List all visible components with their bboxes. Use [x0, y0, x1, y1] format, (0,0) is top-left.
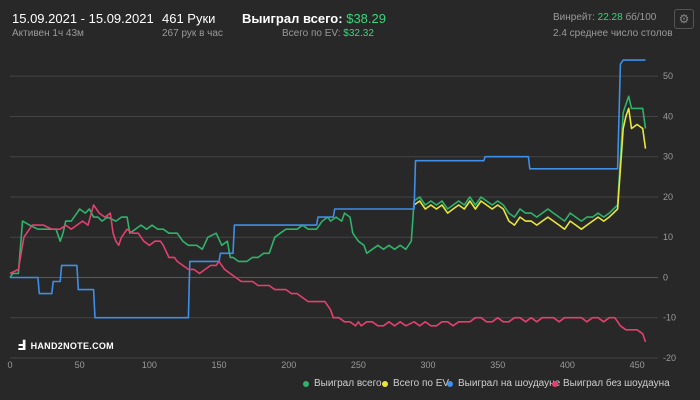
- x-tick-label: 150: [212, 360, 227, 370]
- ev-total-label: Всего по EV:: [282, 28, 341, 39]
- logo-mark-icon: Ⅎ: [17, 338, 27, 354]
- ev-total-value: $32.32: [343, 28, 374, 39]
- ev-total: Всего по EV: $32.32: [282, 28, 374, 39]
- y-tick-label: -10: [663, 313, 676, 323]
- legend-label: Выиграл без шоудауна: [563, 378, 670, 389]
- legend-label: Всего по EV: [393, 378, 450, 389]
- x-tick-label: 0: [7, 360, 12, 370]
- legend-label: Выиграл всего: [314, 378, 382, 389]
- legend-dot: [447, 380, 453, 387]
- x-tick-label: 100: [142, 360, 157, 370]
- won-total: Выиграл всего: $38.29: [242, 11, 386, 26]
- winrate-unit: бб/100: [625, 12, 657, 23]
- y-tick-label: -20: [663, 353, 676, 363]
- x-tick-label: 400: [560, 360, 575, 370]
- series-line-won: [9, 95, 647, 278]
- series-line-non-showdown: [9, 204, 647, 343]
- x-tick-label: 300: [421, 360, 436, 370]
- hands-per-hour: 267 рук в час: [162, 28, 223, 39]
- y-tick-label: 40: [663, 111, 673, 121]
- logo-text: HAND2NOTE.COM: [30, 341, 114, 351]
- legend-dot: [552, 380, 558, 387]
- y-tick-label: 50: [663, 71, 673, 81]
- y-tick-label: 10: [663, 232, 673, 242]
- winrate: Винрейт: 22.28 бб/100: [553, 12, 656, 23]
- legend-dot: [303, 380, 309, 387]
- won-total-label: Выиграл всего:: [242, 11, 343, 26]
- y-tick-label: 0: [663, 272, 668, 282]
- legend-item-ev[interactable]: Всего по EV: [382, 378, 449, 389]
- winrate-label: Винрейт:: [553, 12, 595, 23]
- date-range: 15.09.2021 - 15.09.2021: [12, 11, 154, 26]
- winrate-value: 22.28: [597, 12, 623, 23]
- gear-icon[interactable]: ⚙: [674, 9, 694, 29]
- y-tick-label: 20: [663, 192, 673, 202]
- legend-item-non-showdown[interactable]: Выиграл без шоудауна: [552, 378, 670, 389]
- y-tick-label: 30: [663, 152, 673, 162]
- legend-item-won[interactable]: Выиграл всего: [303, 378, 382, 389]
- legend-item-showdown[interactable]: Выиграл на шоудауне: [447, 378, 560, 389]
- legend-label: Выиграл на шоудауне: [458, 378, 561, 389]
- active-time: Активен 1ч 43м: [12, 28, 84, 39]
- won-total-value: $38.29: [346, 11, 386, 26]
- avg-tables: 2.4 среднее число столов: [553, 28, 673, 39]
- hands-count: 461 Руки: [162, 11, 216, 26]
- x-tick-label: 350: [490, 360, 505, 370]
- x-tick-label: 50: [75, 360, 85, 370]
- x-tick-label: 250: [351, 360, 366, 370]
- series-line-ev: [413, 107, 647, 230]
- legend-dot: [382, 380, 388, 387]
- x-tick-label: 450: [630, 360, 645, 370]
- series-line-showdown: [10, 59, 646, 319]
- x-tick-label: 200: [281, 360, 296, 370]
- logo: Ⅎ HAND2NOTE.COM: [17, 338, 114, 354]
